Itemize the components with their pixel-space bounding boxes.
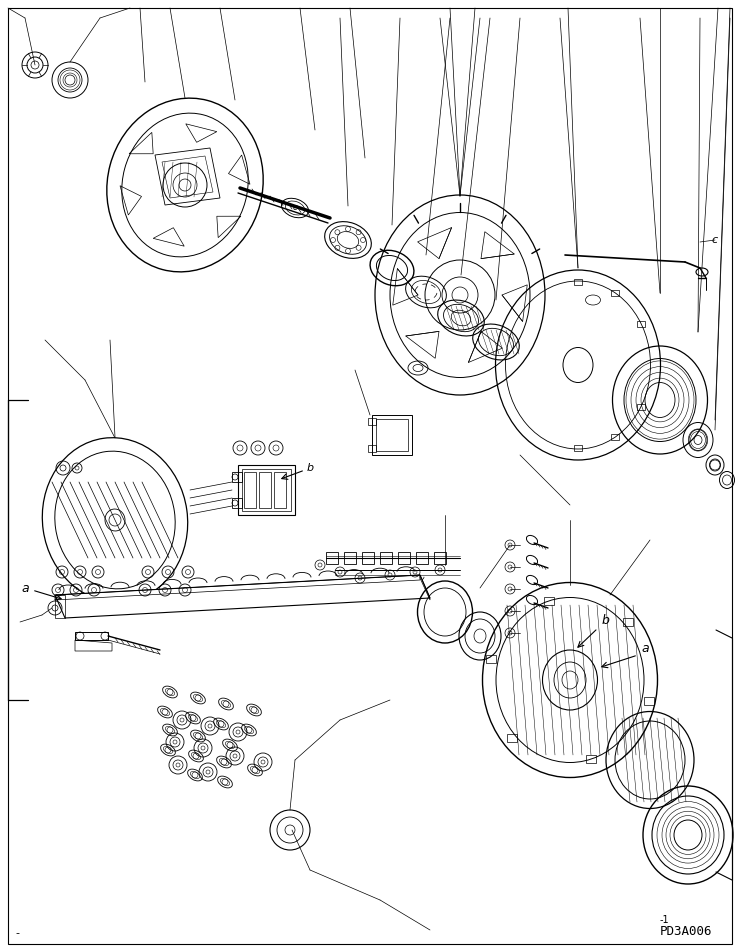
Text: -: - bbox=[15, 928, 19, 938]
Text: c: c bbox=[293, 204, 297, 212]
Text: a: a bbox=[21, 582, 29, 594]
Text: b: b bbox=[601, 613, 609, 626]
Polygon shape bbox=[238, 465, 295, 515]
Text: PD3A006: PD3A006 bbox=[660, 925, 713, 938]
Text: c: c bbox=[712, 235, 718, 245]
Polygon shape bbox=[55, 575, 430, 618]
Text: -1: -1 bbox=[660, 915, 670, 925]
Text: b: b bbox=[306, 463, 314, 473]
Text: a: a bbox=[641, 642, 649, 655]
